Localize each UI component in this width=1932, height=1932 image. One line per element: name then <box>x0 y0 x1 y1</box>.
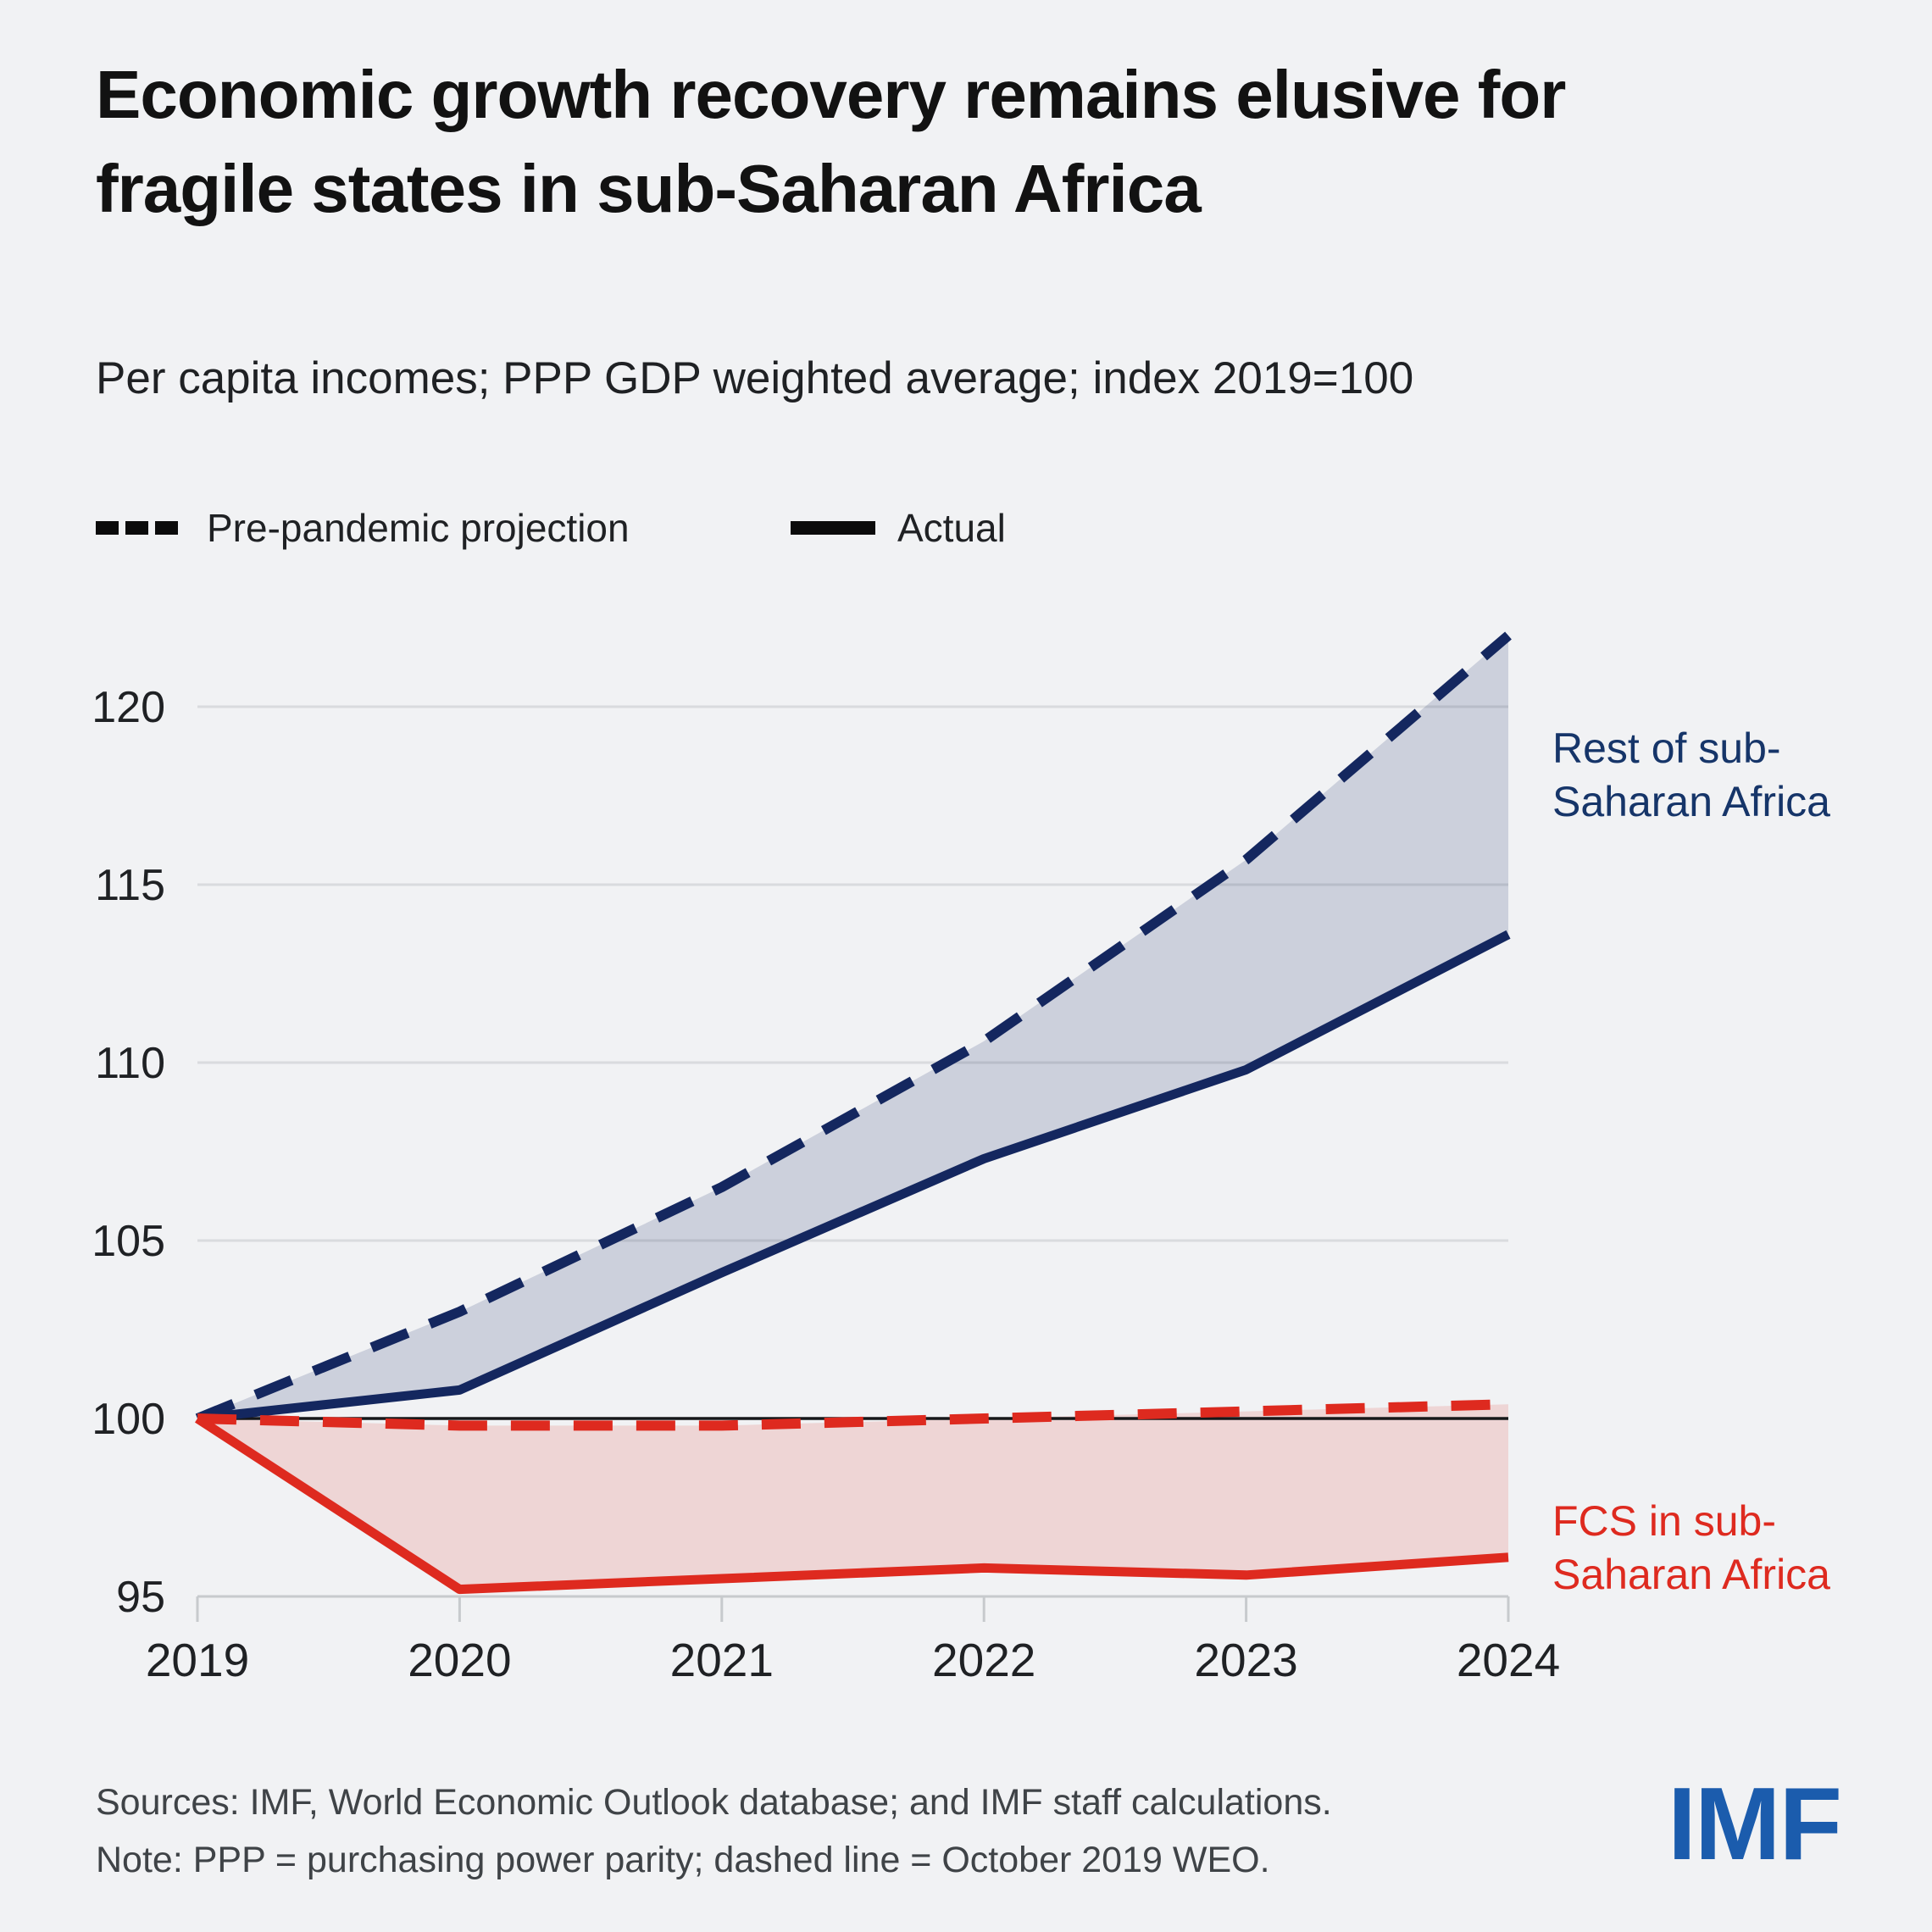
x-tick-label-2022: 2022 <box>932 1634 1035 1686</box>
note-line: Note: PPP = purchasing power parity; das… <box>96 1840 1270 1880</box>
series-label-fcs-line2: Saharan Africa <box>1552 1551 1830 1598</box>
band-fill-0 <box>197 636 1508 1418</box>
series-label-fcs-line1: FCS in sub- <box>1552 1497 1776 1545</box>
x-tick-label-2019: 2019 <box>146 1634 249 1686</box>
imf-logo: IMF <box>1667 1766 1842 1881</box>
y-tick-label-95: 95 <box>116 1573 165 1622</box>
solid-line-swatch-icon <box>791 521 875 535</box>
legend-projection-label: Pre-pandemic projection <box>207 506 630 550</box>
x-tick-label-2020: 2020 <box>408 1634 511 1686</box>
y-tick-label-115: 115 <box>95 861 165 910</box>
series-label-rest-line2: Saharan Africa <box>1552 778 1830 825</box>
y-tick-label-100: 100 <box>92 1395 165 1444</box>
y-tick-label-120: 120 <box>92 683 165 732</box>
dashed-line-swatch-icon <box>96 521 185 535</box>
series-line-1 <box>197 930 1511 1424</box>
series-label-rest-line1: Rest of sub- <box>1552 724 1781 772</box>
page-title: Economic growth recovery remains elusive… <box>96 57 1566 226</box>
x-tick-label-2021: 2021 <box>670 1634 774 1686</box>
series-line-2 <box>197 1399 1509 1431</box>
legend-item-projection: Pre-pandemic projection <box>96 505 630 551</box>
series-label-rest-of-ssa: Rest of sub- Saharan Africa <box>1552 722 1830 829</box>
y-tick-label-110: 110 <box>95 1039 165 1088</box>
band-fill-1 <box>197 1404 1508 1590</box>
series-line-3 <box>194 1414 1509 1595</box>
y-tick-label-105: 105 <box>92 1217 165 1266</box>
x-tick-label-2023: 2023 <box>1194 1634 1297 1686</box>
series-label-fcs-in-ssa: FCS in sub- Saharan Africa <box>1552 1495 1830 1602</box>
x-tick-label-2024: 2024 <box>1457 1634 1560 1686</box>
legend-item-actual: Actual <box>791 505 1006 551</box>
sources-line: Sources: IMF, World Economic Outlook dat… <box>96 1782 1332 1823</box>
legend-actual-label: Actual <box>897 506 1006 550</box>
chart-subtitle: Per capita incomes; PPP GDP weighted ave… <box>96 353 1414 403</box>
series-line-0 <box>195 631 1512 1424</box>
source-note: Sources: IMF, World Economic Outlook dat… <box>96 1774 1579 1889</box>
